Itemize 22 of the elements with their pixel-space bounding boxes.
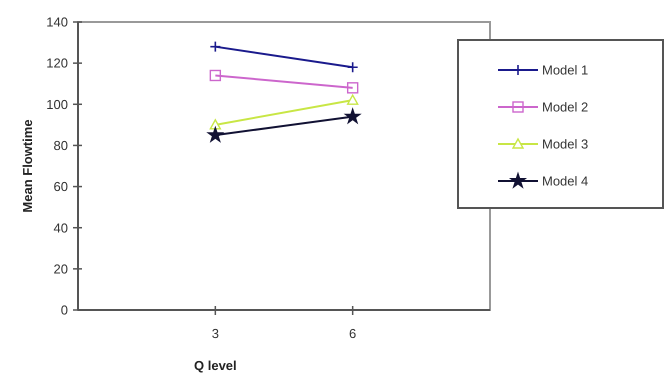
x-tick-label: 6	[349, 326, 356, 341]
point	[207, 126, 224, 142]
x-axis-title: Q level	[194, 358, 237, 373]
point	[344, 108, 361, 124]
y-axis-title: Mean Flowtime	[20, 119, 35, 213]
y-tick-label: 60	[54, 179, 68, 194]
point	[210, 40, 222, 52]
y-tick-label: 140	[46, 14, 68, 30]
legend-label: Model 3	[542, 136, 588, 152]
y-tick-label: 100	[46, 96, 68, 112]
x-tick-label: 3	[212, 326, 219, 341]
legend-label: Model 1	[542, 62, 588, 78]
point	[346, 82, 358, 94]
y-tick-label: 80	[54, 138, 68, 153]
point	[210, 70, 222, 82]
legend-label: Model 4	[542, 174, 588, 189]
legend-label: Model 2	[542, 100, 588, 115]
y-tick-label: 120	[46, 56, 68, 71]
y-tick-label: 40	[54, 220, 68, 236]
y-tick-label: 0	[60, 302, 68, 318]
point	[346, 61, 358, 74]
y-tick-label: 20	[54, 261, 68, 276]
